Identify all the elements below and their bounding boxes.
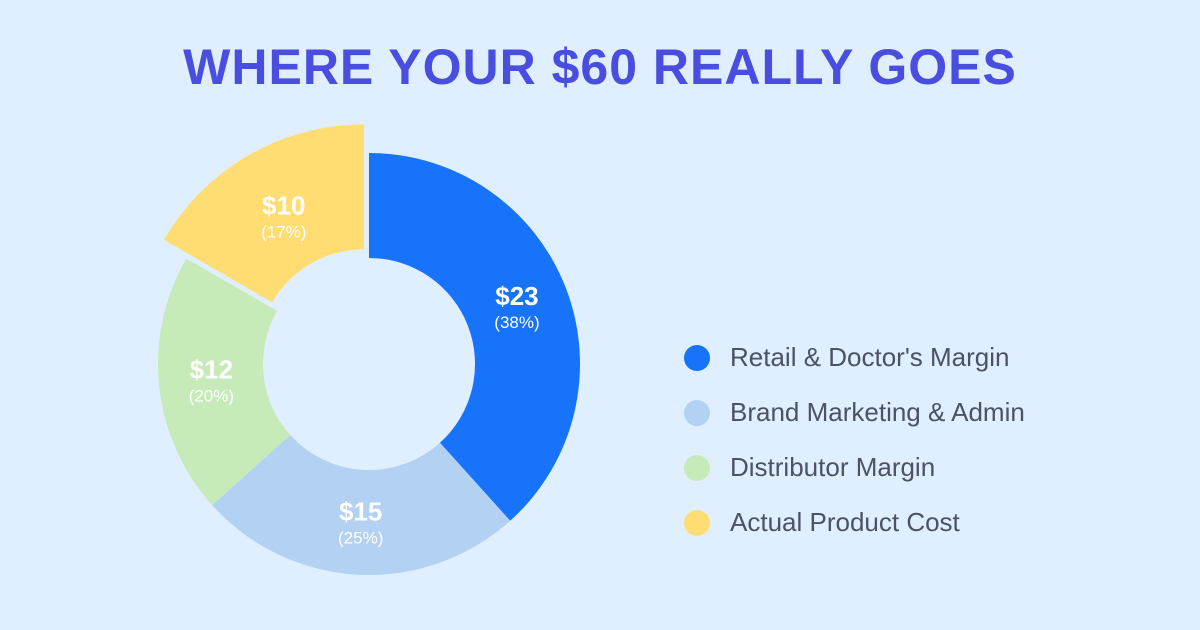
- legend-item-actual-product-cost: Actual Product Cost: [684, 495, 1164, 550]
- chart-title: WHERE YOUR $60 REALLY GOES: [183, 39, 1017, 95]
- legend-label: Actual Product Cost: [730, 507, 960, 537]
- slice-value-label: $12: [190, 355, 233, 385]
- legend-swatch: [684, 399, 710, 426]
- legend-item-brand-marketing-admin: Brand Marketing & Admin: [684, 385, 1164, 440]
- legend-label: Retail & Doctor's Margin: [730, 342, 1010, 372]
- slice-percent-label: (25%): [338, 528, 383, 547]
- chart-legend: Retail & Doctor's Margin Brand Marketing…: [684, 330, 1164, 550]
- donut-slice-1: [212, 434, 511, 575]
- slice-value-label: $23: [495, 281, 538, 311]
- legend-swatch: [684, 344, 710, 371]
- slice-value-label: $15: [339, 496, 382, 526]
- legend-swatch: [684, 454, 710, 481]
- legend-item-retail-doctor-margin: Retail & Doctor's Margin: [684, 330, 1164, 385]
- legend-label: Distributor Margin: [730, 452, 936, 482]
- donut-slice-2: [158, 258, 291, 506]
- slice-percent-label: (20%): [189, 387, 234, 406]
- slice-percent-label: (38%): [494, 313, 539, 332]
- legend-swatch: [684, 509, 710, 536]
- legend-item-distributor-margin: Distributor Margin: [684, 440, 1164, 495]
- donut-slices: [158, 124, 580, 575]
- slice-percent-label: (17%): [261, 222, 306, 241]
- slice-value-label: $10: [262, 190, 305, 220]
- donut-labels: $23 (38%) $15 (25%) $12 (20%) $10 (17%): [189, 190, 540, 547]
- donut-slice-0: [369, 153, 580, 521]
- donut-slice-3: [163, 124, 364, 303]
- legend-label: Brand Marketing & Admin: [730, 397, 1025, 427]
